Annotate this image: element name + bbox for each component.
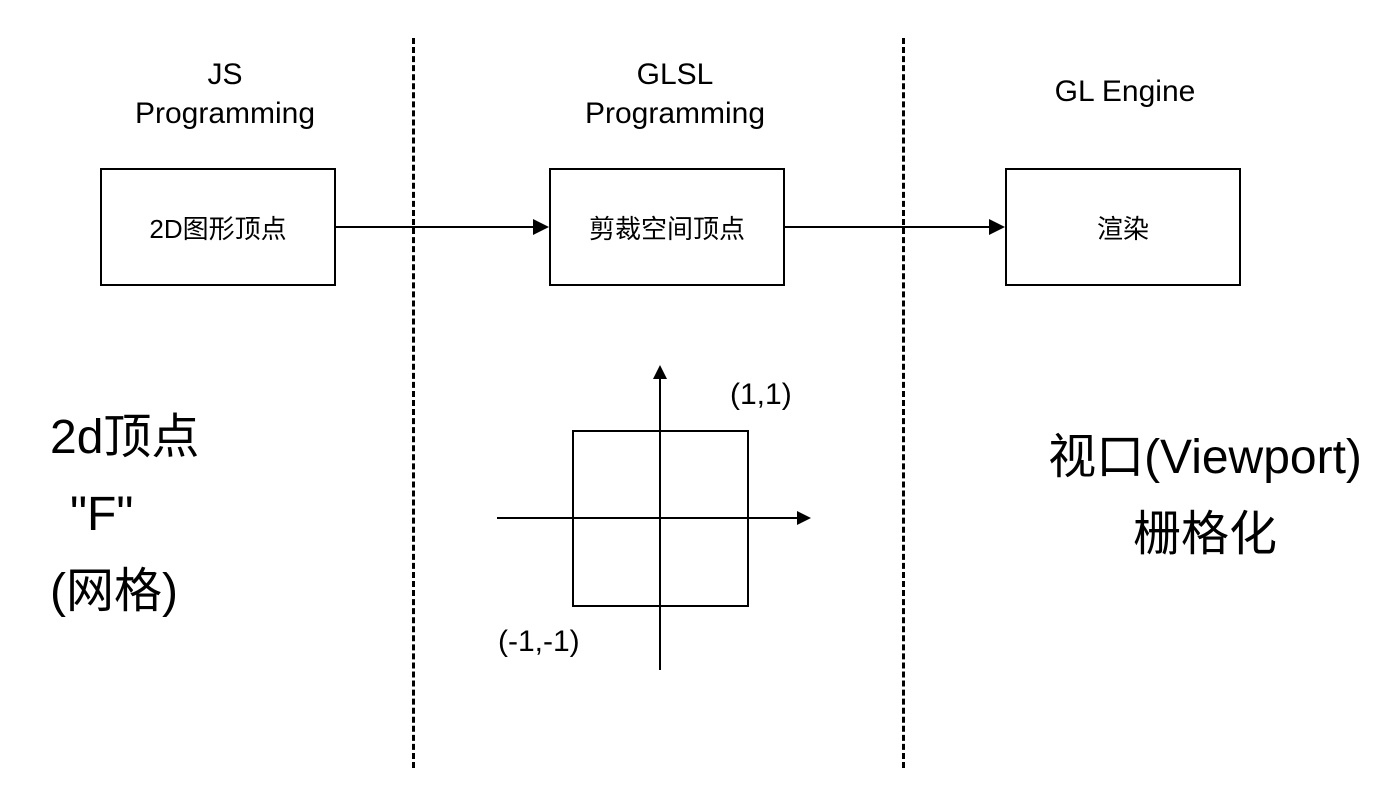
- section-title-glsl: GLSL Programming: [580, 55, 770, 133]
- section-title-line: GL Engine: [1050, 72, 1200, 111]
- section-title-line: GLSL: [580, 55, 770, 94]
- coord-max-label: (1,1): [730, 378, 792, 412]
- divider-1: [412, 38, 415, 768]
- node-render: 渲染: [1005, 168, 1241, 286]
- edge-2-line: [785, 226, 990, 228]
- annotation-line: "F": [50, 477, 290, 554]
- y-axis-arrow-icon: [653, 365, 667, 379]
- y-axis-line: [659, 378, 661, 670]
- edge-1-line: [336, 226, 536, 228]
- x-axis-arrow-icon: [797, 511, 811, 525]
- node-label: 渲染: [1097, 209, 1149, 246]
- x-axis-line: [497, 517, 797, 519]
- node-label: 2D图形顶点: [149, 209, 286, 246]
- right-annotation: 视口(Viewport) 栅格化: [1010, 420, 1397, 574]
- coord-min-label: (-1,-1): [498, 625, 580, 659]
- section-title-glengine: GL Engine: [1050, 72, 1200, 111]
- section-title-line: Programming: [580, 94, 770, 133]
- divider-2: [902, 38, 905, 768]
- annotation-line: 2d顶点: [50, 400, 290, 477]
- edge-1-arrow-icon: [533, 219, 549, 235]
- section-title-line: JS: [130, 55, 320, 94]
- section-title-js: JS Programming: [130, 55, 320, 133]
- left-annotation: 2d顶点 "F" (网格): [50, 400, 290, 630]
- node-clip-space-vertices: 剪裁空间顶点: [549, 168, 785, 286]
- node-label: 剪裁空间顶点: [589, 209, 745, 246]
- section-title-line: Programming: [130, 94, 320, 133]
- edge-2-arrow-icon: [989, 219, 1005, 235]
- annotation-line: 视口(Viewport): [1010, 420, 1397, 497]
- annotation-line: 栅格化: [1010, 497, 1397, 574]
- node-2d-vertices: 2D图形顶点: [100, 168, 336, 286]
- annotation-line: (网格): [50, 554, 290, 631]
